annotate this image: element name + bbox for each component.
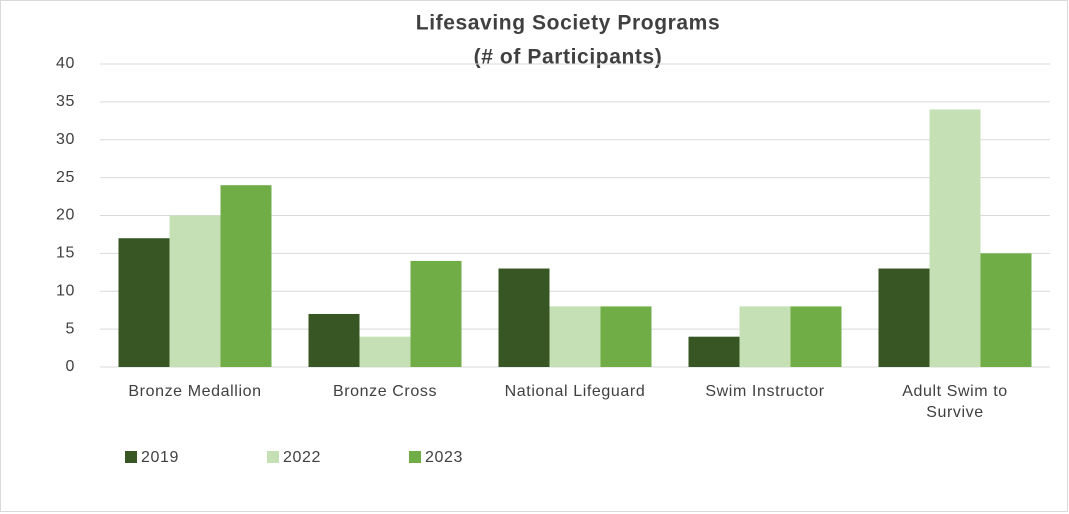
bar [498, 268, 550, 367]
bar [220, 185, 272, 367]
x-tick-label: Bronze Cross [332, 383, 438, 400]
bar [410, 260, 462, 367]
bar [118, 238, 170, 367]
chart-title: (# of Participants) [474, 46, 663, 69]
bar [790, 306, 842, 367]
y-tick-label: 25 [56, 169, 75, 186]
x-tick-label: Swim Instructor [705, 383, 825, 400]
bar [600, 306, 652, 367]
legend-swatch [125, 451, 137, 463]
bar [308, 313, 360, 367]
legend-label: 2023 [425, 449, 463, 466]
y-tick-label: 35 [56, 93, 75, 110]
bar [980, 253, 1032, 367]
y-tick-label: 30 [56, 131, 75, 148]
y-tick-label: 10 [56, 282, 75, 299]
legend-label: 2019 [141, 449, 179, 466]
bar [878, 268, 930, 367]
bar [739, 306, 791, 367]
y-tick-label: 5 [66, 320, 76, 337]
y-tick-label: 15 [56, 245, 75, 262]
legend-swatch [409, 451, 421, 463]
bar [169, 215, 221, 367]
y-tick-label: 40 [56, 55, 75, 72]
bar [688, 336, 740, 367]
chart-title: Lifesaving Society Programs [416, 12, 720, 35]
bar [929, 109, 981, 367]
x-tick-label: National Lifeguard [504, 383, 646, 400]
x-tick-label: Bronze Medallion [128, 383, 262, 400]
legend-swatch [267, 451, 279, 463]
bar [359, 336, 411, 367]
x-tick-label: Adult Swim to Survive [902, 383, 1008, 421]
y-tick-label: 0 [66, 358, 76, 375]
bar [549, 306, 601, 367]
y-tick-label: 20 [56, 207, 75, 224]
legend-label: 2022 [283, 449, 321, 466]
